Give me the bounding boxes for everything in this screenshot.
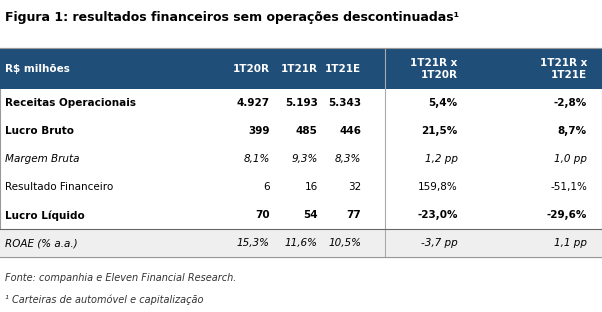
Text: 70: 70 [255,210,270,220]
Text: 8,3%: 8,3% [335,154,361,164]
Text: -2,8%: -2,8% [554,98,587,108]
Text: 159,8%: 159,8% [418,182,458,192]
Text: 5.193: 5.193 [285,98,318,108]
Text: ROAE (% a.a.): ROAE (% a.a.) [5,238,78,248]
Text: Receitas Operacionais: Receitas Operacionais [5,98,136,108]
Text: 1T21R x
1T21E: 1T21R x 1T21E [539,57,587,80]
Text: 4.927: 4.927 [237,98,270,108]
Text: 485: 485 [296,126,318,136]
Text: 54: 54 [303,210,318,220]
Text: -51,1%: -51,1% [550,182,587,192]
Text: Margem Bruta: Margem Bruta [5,154,79,164]
Text: 399: 399 [248,126,270,136]
Text: 77: 77 [346,210,361,220]
Text: 1T21E: 1T21E [325,64,361,74]
Text: 15,3%: 15,3% [237,238,270,248]
Text: Lucro Líquido: Lucro Líquido [5,210,84,221]
Text: 1,0 pp: 1,0 pp [554,154,587,164]
Text: -23,0%: -23,0% [417,210,458,220]
Text: Lucro Bruto: Lucro Bruto [5,126,74,136]
Text: 1T21R: 1T21R [281,64,318,74]
Text: 21,5%: 21,5% [421,126,458,136]
Bar [0,48,602,257]
Text: 11,6%: 11,6% [285,238,318,248]
Text: R$ milhões: R$ milhões [5,64,70,74]
Bar [0,48,602,89]
Text: ¹ Carteiras de automóvel e capitalização: ¹ Carteiras de automóvel e capitalização [5,295,203,305]
Text: 6: 6 [263,182,270,192]
Text: 16: 16 [305,182,318,192]
Text: 1T20R: 1T20R [233,64,270,74]
Text: Figura 1: resultados financeiros sem operações descontinuadas¹: Figura 1: resultados financeiros sem ope… [5,11,459,24]
Text: 8,1%: 8,1% [243,154,270,164]
Text: 1T21R x
1T20R: 1T21R x 1T20R [410,57,458,80]
Text: Fonte: companhia e Eleven Financial Research.: Fonte: companhia e Eleven Financial Rese… [5,273,236,283]
Text: 32: 32 [348,182,361,192]
Text: 9,3%: 9,3% [291,154,318,164]
Text: 446: 446 [339,126,361,136]
Text: 1,2 pp: 1,2 pp [424,154,458,164]
Text: -3,7 pp: -3,7 pp [421,238,458,248]
Text: Resultado Financeiro: Resultado Financeiro [5,182,113,192]
Text: 5.343: 5.343 [328,98,361,108]
Bar [0,229,602,257]
Text: 8,7%: 8,7% [558,126,587,136]
Text: -29,6%: -29,6% [547,210,587,220]
Text: 1,1 pp: 1,1 pp [554,238,587,248]
Text: 5,4%: 5,4% [429,98,458,108]
Text: 10,5%: 10,5% [328,238,361,248]
